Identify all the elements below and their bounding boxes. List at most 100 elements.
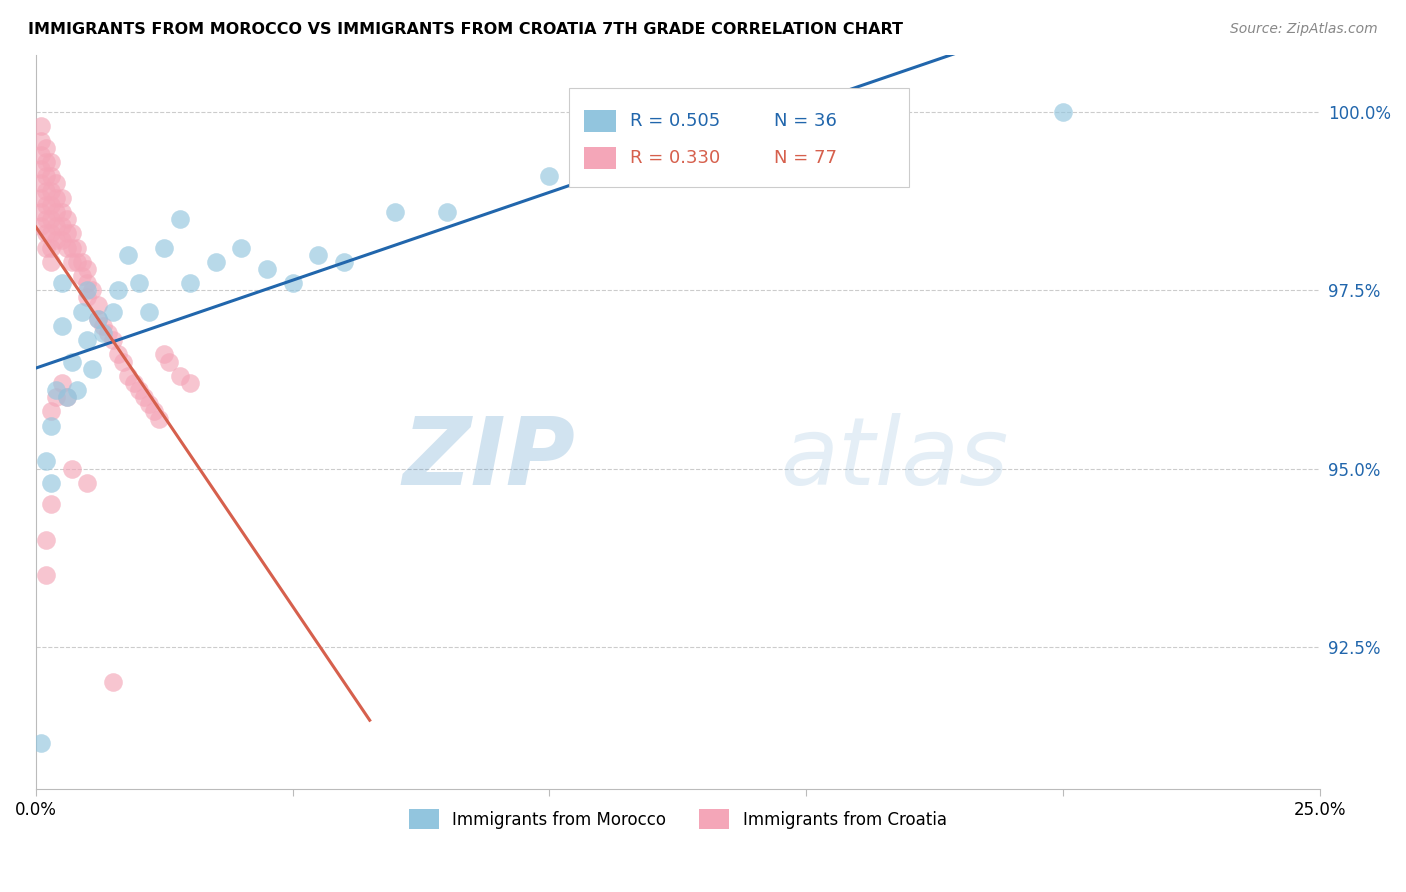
Point — [86, 311, 108, 326]
Point — [76, 262, 98, 277]
Point — [35, 169, 58, 184]
Point — [138, 397, 160, 411]
Point — [45, 390, 67, 404]
Point — [41, 169, 63, 184]
Point — [76, 283, 98, 297]
Point — [159, 354, 181, 368]
Point — [66, 383, 89, 397]
Point — [117, 368, 139, 383]
Point — [117, 248, 139, 262]
FancyBboxPatch shape — [583, 111, 616, 132]
Point — [148, 411, 170, 425]
Point — [41, 184, 63, 198]
Point — [169, 368, 191, 383]
Point — [179, 376, 201, 390]
Point — [86, 311, 108, 326]
Point — [60, 354, 83, 368]
Point — [51, 376, 73, 390]
Text: N = 77: N = 77 — [775, 149, 837, 167]
Point — [91, 318, 114, 333]
Point — [82, 283, 104, 297]
Point — [51, 318, 73, 333]
Point — [35, 155, 58, 169]
Point — [641, 155, 664, 169]
Point — [128, 276, 150, 290]
Point — [51, 205, 73, 219]
Point — [384, 205, 406, 219]
Point — [35, 198, 58, 212]
Point — [153, 241, 176, 255]
Text: atlas: atlas — [780, 413, 1008, 504]
Point — [41, 227, 63, 241]
Point — [66, 255, 89, 269]
Point — [122, 376, 145, 390]
Point — [30, 162, 52, 177]
Point — [30, 148, 52, 162]
Point — [333, 255, 356, 269]
Point — [41, 475, 63, 490]
Point — [55, 390, 77, 404]
Point — [55, 390, 77, 404]
Point — [91, 326, 114, 340]
Point — [45, 219, 67, 234]
Point — [55, 241, 77, 255]
Point — [30, 205, 52, 219]
Point — [41, 155, 63, 169]
Point — [30, 219, 52, 234]
Point — [35, 227, 58, 241]
Point — [41, 212, 63, 227]
Point — [107, 283, 129, 297]
Text: ZIP: ZIP — [402, 413, 575, 505]
Point — [60, 227, 83, 241]
Point — [76, 290, 98, 304]
Point — [231, 241, 253, 255]
Point — [86, 297, 108, 311]
Point — [51, 191, 73, 205]
Point — [51, 276, 73, 290]
Text: N = 36: N = 36 — [775, 112, 837, 130]
Point — [76, 276, 98, 290]
Point — [138, 304, 160, 318]
Point — [179, 276, 201, 290]
Point — [35, 454, 58, 468]
Legend: Immigrants from Morocco, Immigrants from Croatia: Immigrants from Morocco, Immigrants from… — [402, 802, 953, 836]
Point — [41, 241, 63, 255]
Point — [307, 248, 329, 262]
Point — [35, 241, 58, 255]
Point — [45, 191, 67, 205]
Point — [97, 326, 120, 340]
Point — [70, 255, 93, 269]
Point — [101, 304, 124, 318]
Point — [51, 234, 73, 248]
Point — [436, 205, 458, 219]
Point — [66, 241, 89, 255]
Point — [538, 169, 561, 184]
Text: IMMIGRANTS FROM MOROCCO VS IMMIGRANTS FROM CROATIA 7TH GRADE CORRELATION CHART: IMMIGRANTS FROM MOROCCO VS IMMIGRANTS FR… — [28, 22, 903, 37]
Point — [35, 533, 58, 547]
FancyBboxPatch shape — [568, 88, 908, 187]
Point — [51, 219, 73, 234]
Point — [55, 227, 77, 241]
Point — [45, 205, 67, 219]
Point — [30, 191, 52, 205]
Point — [55, 212, 77, 227]
Point — [60, 461, 83, 475]
Point — [112, 354, 135, 368]
Point — [41, 255, 63, 269]
Point — [41, 198, 63, 212]
Point — [281, 276, 304, 290]
Point — [70, 304, 93, 318]
Point — [76, 475, 98, 490]
Point — [143, 404, 166, 418]
Point — [70, 269, 93, 284]
Point — [30, 134, 52, 148]
Point — [60, 241, 83, 255]
Point — [101, 675, 124, 690]
Point — [41, 418, 63, 433]
Point — [35, 212, 58, 227]
Point — [169, 212, 191, 227]
Point — [45, 177, 67, 191]
Text: R = 0.505: R = 0.505 — [630, 112, 720, 130]
Point — [41, 404, 63, 418]
Point — [107, 347, 129, 361]
